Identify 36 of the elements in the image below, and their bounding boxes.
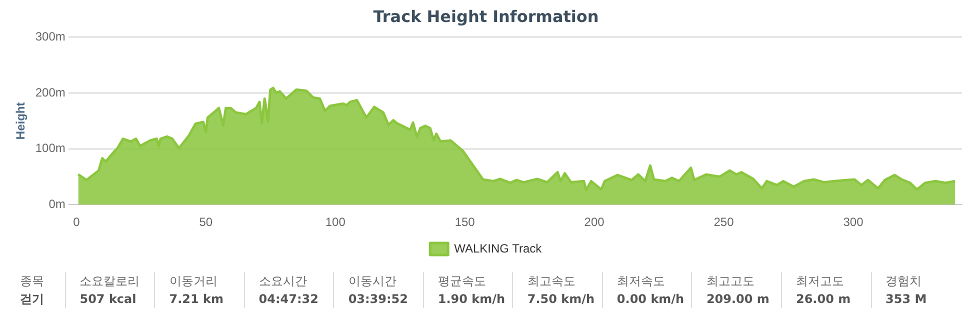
x-tick-label: 300: [843, 215, 864, 230]
text: 26.00 m: [796, 291, 852, 308]
text: 209.00 m: [706, 291, 770, 308]
text: 1.90 km/h: [438, 291, 506, 308]
text: 0.00 km/h: [616, 291, 686, 308]
y-tick-label: 200m: [35, 85, 66, 100]
text: 걷기: [20, 291, 45, 308]
text: 이동시간: [348, 273, 398, 290]
x-tick-label: 50: [199, 215, 213, 230]
x-tick-label: 200: [584, 215, 605, 230]
text: 경험치: [886, 273, 922, 290]
text: 최저고도: [796, 273, 845, 290]
y-tick-label: 300m: [35, 30, 66, 44]
text: 최저속도: [616, 273, 666, 290]
text: 353 M: [886, 291, 928, 308]
y-tick-label: 0m: [48, 196, 66, 211]
text: 소요칼로리: [80, 273, 141, 290]
x-tick-label: 150: [454, 215, 476, 230]
text: 소요시간: [258, 273, 308, 290]
y-axis-title: Height: [14, 102, 28, 140]
text: 이동거리: [169, 273, 218, 290]
y-tick-label: 100m: [35, 141, 66, 156]
text: 7.21 km: [169, 291, 225, 308]
chart-title: Track Height Information: [373, 6, 599, 26]
text: 03:39:52: [348, 291, 410, 308]
text: 최고속도: [527, 273, 576, 290]
x-tick-label: 250: [714, 215, 734, 230]
text: 7.50 km/h: [527, 291, 596, 308]
x-tick-label: 0: [73, 215, 80, 230]
x-tick-label: 100: [325, 215, 346, 230]
text: 04:47:32: [258, 291, 320, 308]
text: 최고고도: [706, 273, 756, 290]
legend-label: WALKING Track: [454, 241, 543, 256]
text: 평균속도: [438, 273, 487, 290]
text: 종목: [20, 273, 45, 290]
text: 507 kcal: [80, 291, 138, 308]
